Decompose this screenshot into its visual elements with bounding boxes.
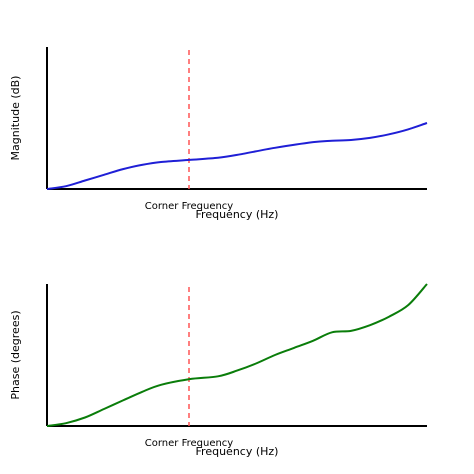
phase-corner-frequency-label: Corner Frequency	[145, 438, 234, 449]
phase-panel: Phase (degrees) Corner Frequency Frequen…	[9, 283, 428, 458]
magnitude-corner-frequency-label: Corner Frequency	[145, 201, 234, 212]
magnitude-panel: Magnitude (dB) Corner Frequency Frequenc…	[9, 47, 428, 221]
phase-y-axis-label: Phase (degrees)	[9, 310, 22, 399]
magnitude-y-axis-label: Magnitude (dB)	[9, 76, 22, 161]
magnitude-x-axis-label: Frequency (Hz)	[196, 208, 279, 221]
phase-series-line	[46, 283, 428, 427]
magnitude-series-line	[46, 122, 428, 190]
phase-x-axis-label: Frequency (Hz)	[196, 445, 279, 458]
